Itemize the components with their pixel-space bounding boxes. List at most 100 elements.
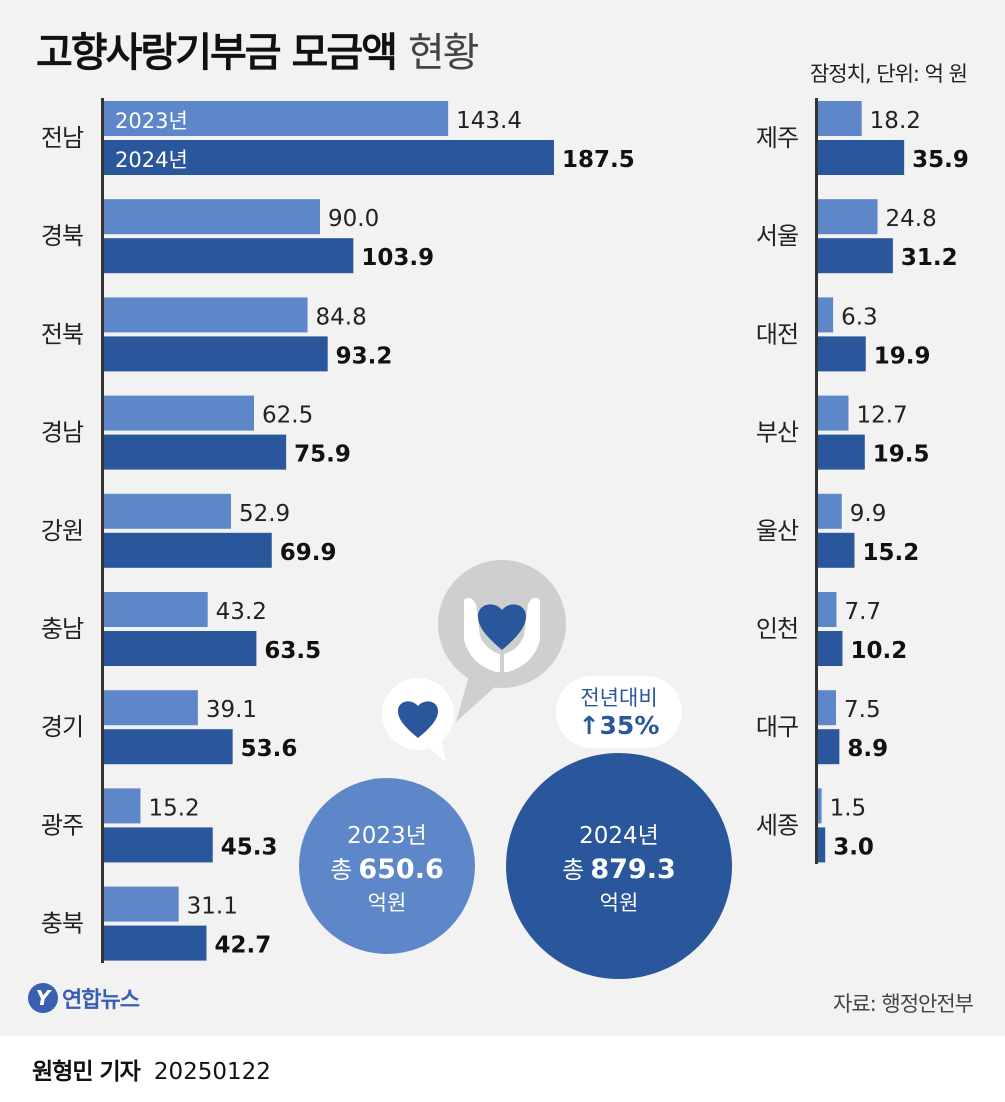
right-category-label: 인천 xyxy=(756,615,798,643)
left-value-2024: 42.7 xyxy=(214,933,271,959)
left-value-2024: 93.2 xyxy=(336,343,393,369)
right-bar-2023 xyxy=(818,297,834,333)
total-2024-line: 총 879.3 xyxy=(562,854,676,885)
left-bar-2023 xyxy=(104,297,308,333)
left-bar-2023 xyxy=(104,101,449,136)
left-bar-2023 xyxy=(104,592,208,627)
left-bar-2024 xyxy=(104,140,554,175)
publish-date: 20250122 xyxy=(153,1059,271,1085)
right-value-2023: 7.7 xyxy=(844,599,881,625)
left-value-2024: 75.9 xyxy=(294,442,351,468)
publisher-name: 연합뉴스 xyxy=(62,988,140,1013)
total-2023-unit: 억원 xyxy=(368,891,407,915)
left-category-label: 전북 xyxy=(41,320,83,348)
right-bar-2024 xyxy=(818,140,905,175)
left-bar-2023 xyxy=(104,788,141,824)
left-bar-2023 xyxy=(104,886,179,922)
right-bar-2023 xyxy=(818,199,878,235)
left-value-2023: 43.2 xyxy=(216,599,267,625)
right-axis-line xyxy=(815,98,818,864)
left-value-2024: 53.6 xyxy=(241,736,298,762)
left-bar-2024 xyxy=(104,631,257,666)
right-bar-2024 xyxy=(818,434,865,470)
left-bar-2024 xyxy=(104,827,213,863)
hands-heart-bubble xyxy=(382,560,566,762)
change-badge: 전년대비 ↑35% xyxy=(556,676,682,748)
left-value-2023: 90.0 xyxy=(328,206,379,232)
right-bar-2024 xyxy=(818,532,855,568)
right-category-label: 세종 xyxy=(756,811,798,839)
right-bar-2024 xyxy=(818,631,843,666)
right-value-2023: 9.9 xyxy=(850,501,887,527)
left-value-2024: 187.5 xyxy=(562,147,635,173)
left-value-2024: 63.5 xyxy=(264,638,321,664)
right-value-2024: 35.9 xyxy=(912,147,969,173)
right-bar-2023 xyxy=(818,395,849,431)
title-main: 고향사랑기부금 모금액 xyxy=(36,30,398,76)
total-2023-prefix: 총 xyxy=(330,856,352,884)
total-2024-year: 2024년 xyxy=(579,823,659,849)
bar-chart: 전남143.4187.52023년2024년경북90.0103.9전북84.89… xyxy=(41,98,969,979)
bubble-large-tail xyxy=(456,672,498,722)
total-2023-amount: 650.6 xyxy=(358,854,443,885)
hands-holding-heart-icon xyxy=(464,597,540,672)
right-value-2023: 24.8 xyxy=(886,206,937,232)
byline: 원형민 기자 20250122 xyxy=(32,1052,271,1086)
right-bar-2024 xyxy=(818,336,866,372)
right-value-2024: 10.2 xyxy=(850,638,907,664)
left-bar-2024 xyxy=(104,729,233,765)
source-note: 자료: 행정안전부 xyxy=(833,992,974,1016)
left-category-label: 광주 xyxy=(41,811,83,839)
right-value-2023: 1.5 xyxy=(830,795,867,821)
left-bar-2024 xyxy=(104,336,328,372)
left-value-2024: 45.3 xyxy=(221,834,278,860)
total-2024-circle xyxy=(506,753,732,979)
total-2023-circle xyxy=(299,778,475,954)
left-value-2024: 69.9 xyxy=(280,540,337,566)
total-2024-unit: 억원 xyxy=(600,891,639,915)
left-value-2023: 62.5 xyxy=(262,403,313,429)
left-value-2023: 31.1 xyxy=(187,894,238,920)
total-2024-prefix: 총 xyxy=(562,856,584,884)
left-category-label: 전남 xyxy=(41,124,84,152)
right-category-label: 제주 xyxy=(756,124,798,152)
right-value-2024: 19.5 xyxy=(873,442,930,468)
title-sub: 현황 xyxy=(407,30,480,76)
left-bar-2023 xyxy=(104,493,231,529)
unit-note: 잠정치, 단위: 억 원 xyxy=(809,62,968,86)
page-title: 고향사랑기부금 모금액 현황 xyxy=(36,20,480,78)
total-2023-line: 총 650.6 xyxy=(330,854,444,885)
reporter-name: 원형민 기자 xyxy=(32,1059,141,1085)
right-value-2024: 3.0 xyxy=(833,834,874,860)
right-bar-2023 xyxy=(818,788,822,824)
left-category-label: 충남 xyxy=(41,615,84,643)
legend-2023: 2023년 xyxy=(115,109,188,133)
change-value: ↑35% xyxy=(579,711,660,740)
total-2024: 2024년 총 879.3 억원 xyxy=(506,753,732,979)
left-value-2024: 103.9 xyxy=(361,245,434,271)
right-bar-2024 xyxy=(818,827,826,863)
right-bar-2023 xyxy=(818,592,837,627)
left-bar-2024 xyxy=(104,532,272,568)
total-2023: 2023년 총 650.6 억원 xyxy=(299,778,475,954)
right-value-2023: 18.2 xyxy=(870,108,921,134)
right-category-label: 부산 xyxy=(756,419,799,447)
right-bar-2024 xyxy=(818,238,893,274)
total-2023-year: 2023년 xyxy=(347,823,427,849)
right-value-2023: 12.7 xyxy=(856,403,907,429)
left-value-2023: 84.8 xyxy=(316,304,367,330)
right-category-label: 서울 xyxy=(756,222,798,250)
left-bar-2024 xyxy=(104,925,207,961)
right-category-label: 대전 xyxy=(756,320,798,348)
right-bar-2023 xyxy=(818,493,842,529)
right-value-2023: 7.5 xyxy=(844,697,881,723)
left-category-label: 충북 xyxy=(41,910,83,938)
right-value-2024: 19.9 xyxy=(874,343,931,369)
left-bar-2023 xyxy=(104,199,320,235)
left-category-label: 경남 xyxy=(41,419,84,447)
left-value-2023: 143.4 xyxy=(456,108,522,134)
right-value-2024: 31.2 xyxy=(901,245,958,271)
left-bar-2024 xyxy=(104,238,354,274)
right-chart: 제주 18.2 35.9 서울 24.8 31.2 대전 6.3 19.9 부산 12.7 19.5 울… xyxy=(756,101,969,863)
